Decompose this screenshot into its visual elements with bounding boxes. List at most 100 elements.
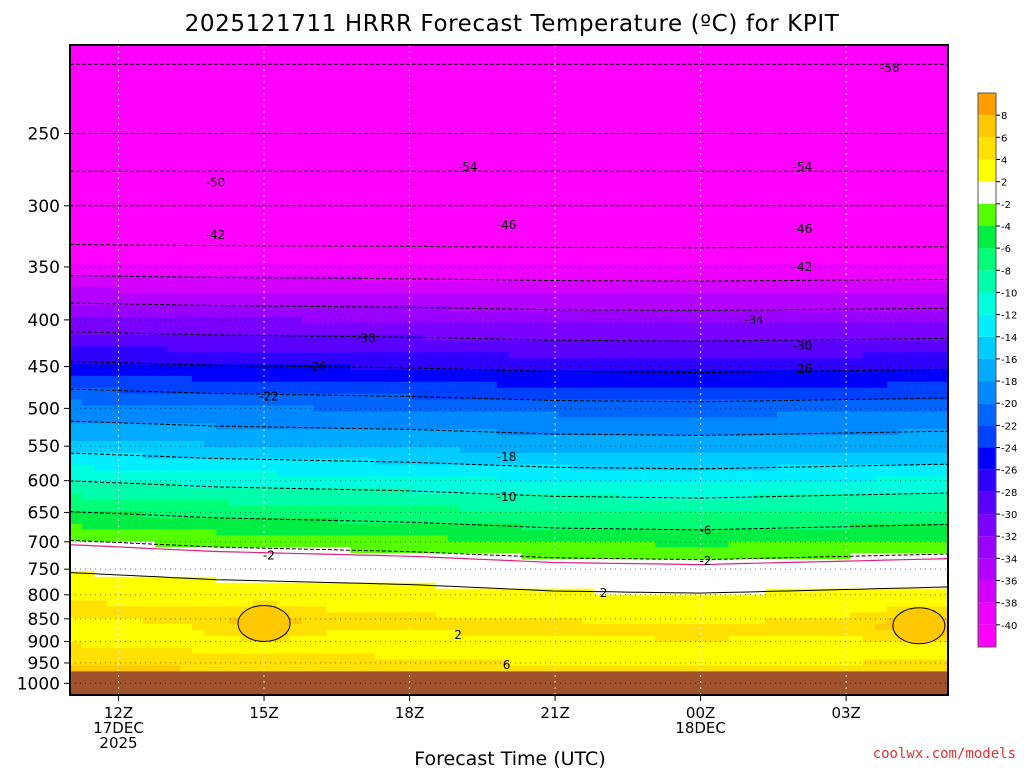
field-cell [484, 588, 498, 596]
field-cell [411, 216, 425, 223]
field-cell [362, 541, 376, 548]
field-cell [167, 511, 181, 519]
field-cell [326, 121, 339, 129]
field-cell [411, 630, 425, 637]
field-cell [460, 612, 474, 619]
field-cell [533, 671, 547, 678]
field-cell [618, 310, 632, 318]
field-cell [411, 641, 425, 649]
field-cell [167, 635, 181, 643]
field-cell [191, 240, 205, 247]
field-cell [460, 216, 474, 223]
field-cell [94, 281, 108, 288]
field-cell [155, 115, 169, 123]
field-cell [448, 287, 461, 294]
field-cell [326, 440, 339, 448]
field-cell [484, 529, 498, 537]
field-cell [533, 517, 547, 525]
field-cell [82, 305, 95, 312]
field-cell [204, 476, 217, 483]
field-cell [533, 86, 547, 93]
field-cell [228, 570, 242, 578]
field-cell [350, 145, 364, 152]
field-cell [533, 576, 547, 584]
field-cell [106, 328, 120, 336]
field-cell [326, 198, 339, 206]
field-cell [240, 240, 254, 247]
field-cell [350, 110, 364, 117]
field-cell [70, 452, 83, 460]
field-cell [191, 600, 205, 607]
field-cell [350, 169, 364, 176]
field-cell [204, 198, 217, 206]
field-cell [533, 470, 547, 477]
field-cell [496, 576, 510, 584]
field-cell [362, 56, 376, 64]
field-cell [289, 56, 303, 64]
field-cell [338, 234, 352, 241]
field-cell [155, 139, 169, 147]
field-cell [179, 411, 193, 418]
field-cell [435, 612, 449, 619]
field-cell [204, 647, 217, 655]
field-cell [362, 576, 376, 584]
field-cell [228, 523, 242, 531]
field-cell [301, 689, 315, 696]
field-cell [130, 163, 144, 170]
field-cell [399, 440, 413, 448]
field-cell [582, 429, 595, 436]
field-cell [277, 110, 291, 117]
field-cell [82, 269, 95, 277]
field-cell [130, 186, 144, 194]
field-cell [216, 50, 230, 58]
field-cell [313, 104, 327, 111]
field-cell [179, 104, 193, 111]
field-cell [460, 452, 474, 460]
field-cell [106, 180, 120, 188]
field-cell [252, 115, 266, 123]
field-cell [387, 576, 400, 584]
field-cell [143, 665, 156, 672]
field-cell [411, 635, 425, 643]
field-cell [130, 62, 144, 70]
field-cell [167, 405, 181, 412]
field-cell [350, 56, 364, 64]
field-cell [130, 263, 144, 271]
field-cell [545, 305, 559, 312]
field-cell [70, 364, 83, 371]
field-cell [277, 582, 291, 590]
field-cell [362, 653, 376, 661]
field-cell [118, 393, 132, 401]
field-cell [326, 381, 339, 389]
field-cell [533, 399, 547, 407]
field-cell [106, 121, 120, 129]
field-cell [106, 204, 120, 212]
field-cell [155, 458, 169, 466]
field-cell [252, 104, 266, 111]
field-cell [82, 364, 95, 371]
field-cell [179, 446, 193, 454]
field-cell [179, 305, 193, 312]
field-cell [70, 370, 83, 377]
field-cell [289, 281, 303, 288]
field-cell [143, 535, 156, 542]
field-cell [533, 375, 547, 383]
field-cell [301, 476, 315, 483]
field-cell [569, 624, 583, 631]
field-cell [143, 240, 156, 247]
field-cell [423, 251, 437, 259]
field-cell [252, 281, 266, 288]
field-cell [387, 689, 400, 696]
field-cell [326, 535, 339, 542]
field-cell [545, 494, 559, 501]
field-cell [448, 677, 461, 684]
field-cell [167, 446, 181, 454]
field-cell [240, 452, 254, 460]
field-cell [240, 641, 254, 649]
field-cell [313, 80, 327, 87]
field-cell [399, 322, 413, 330]
field-cell [118, 234, 132, 241]
field-cell [277, 180, 291, 188]
field-cell [387, 458, 400, 466]
field-cell [496, 570, 510, 578]
